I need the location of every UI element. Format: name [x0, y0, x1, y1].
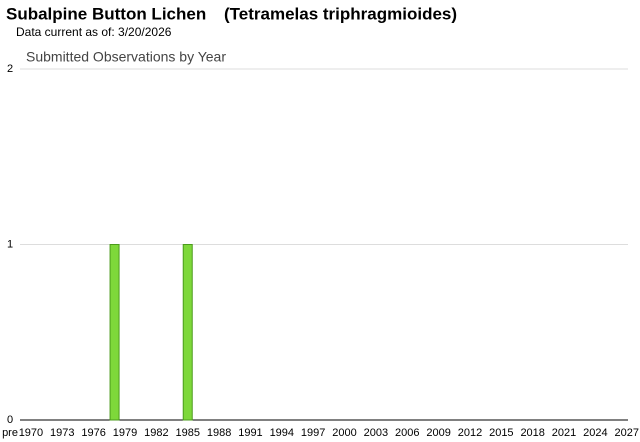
x-tick-label: 1976	[81, 427, 105, 439]
x-tick-label: 2018	[520, 427, 544, 439]
x-tick-label: pre	[2, 427, 18, 439]
x-tick-label: 1985	[175, 427, 199, 439]
x-tick-label: 2000	[332, 427, 356, 439]
x-tick-label: 1970	[19, 427, 43, 439]
x-tick-label: 1973	[50, 427, 74, 439]
x-tick-label: 2015	[489, 427, 513, 439]
x-tick-label: 2003	[364, 427, 388, 439]
bar	[182, 244, 193, 421]
subtitle: Data current as of: 3/20/2026	[16, 25, 172, 39]
x-tick-label: 1979	[113, 427, 137, 439]
x-tick-label: 1991	[238, 427, 262, 439]
y-tick-label: 2	[7, 63, 13, 75]
x-tick-label: 2024	[583, 427, 607, 439]
y-tick-label: 1	[7, 238, 13, 250]
x-tick-label: 2027	[615, 427, 639, 439]
x-tick-label: 2012	[458, 427, 482, 439]
y-tick-label: 0	[7, 414, 13, 426]
species-name: Subalpine Button Lichen	[6, 4, 206, 23]
chart-title: Submitted Observations by Year	[26, 49, 226, 65]
x-tick-label: 2009	[426, 427, 450, 439]
x-tick-label: 1982	[144, 427, 168, 439]
x-tick-label: 2006	[395, 427, 419, 439]
x-tick-label: 1994	[270, 427, 294, 439]
x-tick-label: 1997	[301, 427, 325, 439]
bar	[109, 244, 120, 421]
x-tick-label: 1988	[207, 427, 231, 439]
scientific-name: (Tetramelas triphragmioides)	[224, 4, 457, 23]
x-tick-label: 2021	[552, 427, 576, 439]
